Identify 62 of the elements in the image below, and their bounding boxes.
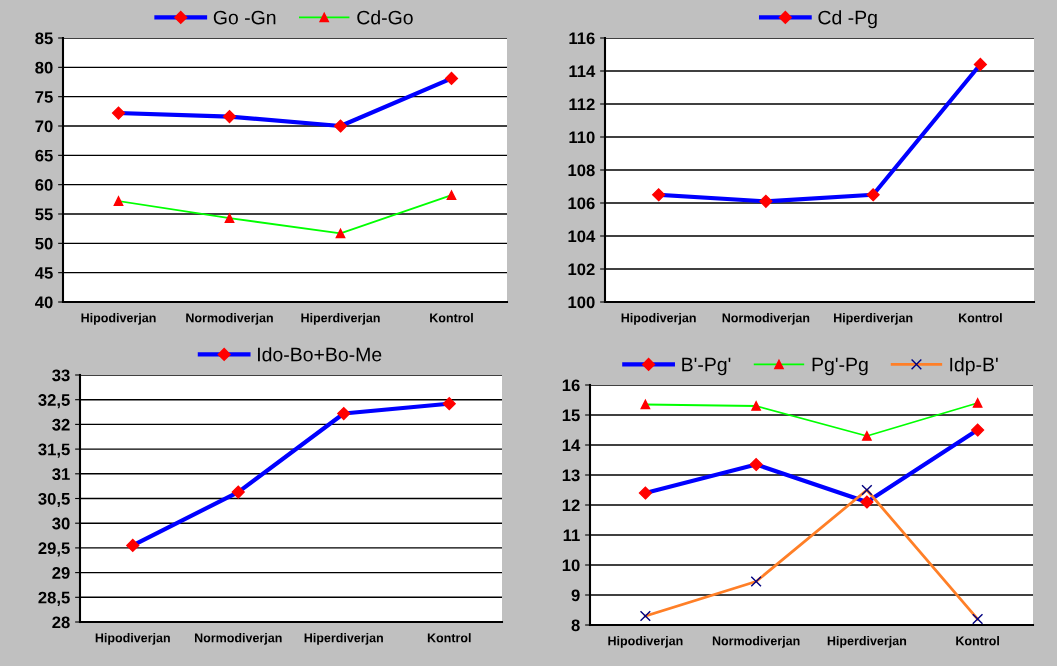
x-tick-label: Kontrol [959,313,1002,323]
y-tick-label: 102 [568,263,595,276]
x-tick-label: Hipodiverjan [608,636,683,648]
y-tick-label: 16 [562,379,580,392]
y-tick-label: 60 [35,179,53,191]
y-tick-label: 30,5 [38,492,70,508]
y-tick-label: 70 [35,120,53,133]
x-tick-label: Hipodiverjan [81,313,156,325]
y-tick-label: 85 [35,32,53,45]
y-tick-label: 10 [562,559,580,572]
y-tick-label: 29 [52,567,70,579]
legend-label: Cd -Pg [818,10,877,29]
y-tick-label: 8 [571,619,580,632]
y-tick-label: 28 [52,616,70,629]
y-tick-label: 104 [568,230,596,243]
x-tick-label: Kontrol [956,636,999,646]
y-tick-label: 31,5 [38,443,70,458]
y-tick-label: 32 [52,418,70,431]
y-tick-label: 55 [35,208,53,221]
y-tick-label: 13 [562,469,580,482]
y-tick-label: 14 [562,439,581,452]
y-tick-label: 108 [568,164,595,177]
x-tick-label: Hipodiverjan [95,633,170,645]
x-tick-label: Normodiverjan [194,633,282,645]
y-tick-label: 28,5 [38,591,70,606]
y-tick-label: 110 [569,131,595,144]
x-tick-label: Normodiverjan [712,636,800,648]
x-tick-label: Normodiverjan [186,313,273,325]
legend-label: Go -Gn [213,10,276,25]
x-tick-label: Normodiverjan [722,313,810,325]
y-tick-label: 50 [35,237,53,250]
y-tick-label: 12 [562,499,580,512]
x-tick-label: Hiperdiverjan [834,313,913,325]
y-tick-label: 29,5 [38,542,70,557]
y-tick-label: 32,5 [38,394,70,409]
legend-label: Pg'-Pg [812,357,868,376]
y-tick-label: 112 [569,98,595,111]
y-tick-label: 100 [568,296,595,309]
y-tick-label: 114 [569,65,596,78]
y-tick-label: 11 [563,529,580,542]
y-tick-label: 65 [35,149,53,162]
x-tick-label: Kontrol [430,313,473,323]
y-tick-label: 30 [52,517,70,530]
legend-label: Cd-Go [357,10,413,25]
x-tick-label: Hipodiverjan [621,313,696,325]
legend-label: Ido-Bo+Bo-Me [258,347,382,362]
y-tick-label: 40 [34,296,53,309]
y-tick-label: 45 [34,267,53,279]
x-tick-label: Kontrol [427,633,471,643]
y-tick-label: 80 [35,61,53,74]
y-tick-label: 116 [569,32,595,45]
legend-label: Idp-B' [950,357,998,376]
x-tick-label: Hiperdiverjan [304,633,383,645]
y-tick-label: 31 [52,468,70,481]
y-tick-label: 33 [52,369,70,382]
y-tick-label: 106 [568,197,595,210]
legend-label: B'-Pg' [682,357,731,376]
y-tick-label: 9 [571,589,580,602]
y-tick-label: 15 [562,409,580,422]
x-tick-label: Hiperdiverjan [827,636,907,648]
x-tick-label: Hiperdiverjan [301,313,380,325]
y-tick-label: 75 [35,91,53,103]
